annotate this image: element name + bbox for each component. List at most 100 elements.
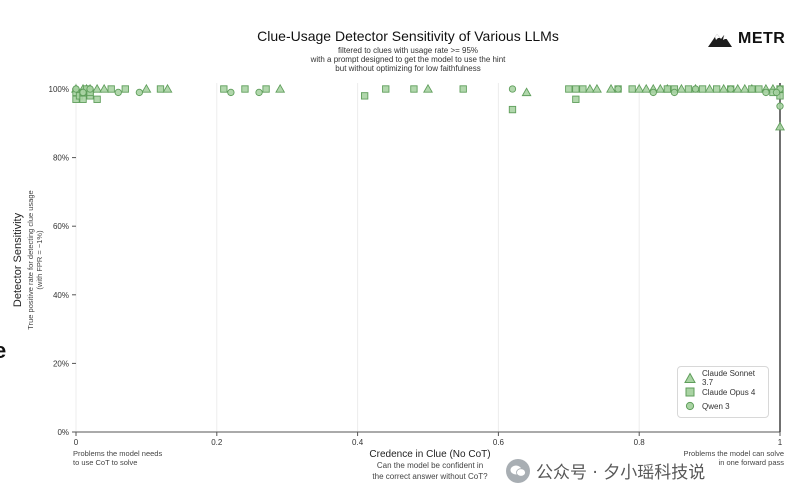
triangle-point (718, 83, 729, 93)
x-tick-label: 1 (778, 438, 783, 447)
y-axis-sublabel-line-2: (with FPR = ~1%) (35, 230, 44, 290)
x-axis-sublabel-line-1: Can the model be confident in (377, 461, 483, 470)
data-markers (71, 83, 785, 131)
square-point (748, 85, 756, 93)
triangle-point (162, 83, 173, 93)
circle-point (614, 85, 622, 93)
y-tick-label: 0% (57, 428, 69, 437)
triangle-point (591, 83, 602, 93)
legend-item-sonnet: Claude Sonnet 3.7 (684, 369, 762, 387)
left-edge-cut-text: e (0, 338, 7, 363)
chart-subtitle-line-2: with a prompt designed to get the model … (310, 55, 507, 64)
triangle-point (141, 83, 152, 93)
square-point (712, 85, 721, 93)
square-point (459, 85, 467, 93)
square-point (684, 85, 693, 93)
triangle-marker-icon (684, 372, 696, 383)
chart-subtitle-line-1: filtered to clues with usage rate >= 95% (338, 46, 478, 55)
triangle-point (521, 87, 532, 97)
watermark-text: 公众号 · 夕小瑶科技说 (536, 463, 706, 483)
y-tick-label: 60% (53, 222, 69, 231)
square-point (156, 85, 165, 93)
y-tick-label: 20% (53, 359, 69, 368)
legend-item-opus: Claude Opus 4 (684, 385, 762, 399)
triangle-point (732, 83, 743, 93)
square-point (508, 105, 517, 114)
circle-point (776, 102, 784, 110)
square-point (572, 85, 580, 93)
legend-label-qwen: Qwen 3 (702, 401, 730, 411)
square-point (410, 85, 418, 93)
circle-point (135, 88, 144, 97)
x-annotation-left-line-2: to use CoT to solve (73, 458, 137, 467)
x-tick-label: 0.2 (211, 438, 223, 447)
square-point (572, 95, 580, 103)
mountain-logo-icon (708, 34, 732, 47)
triangle-point (92, 83, 103, 93)
circle-point (114, 88, 122, 97)
y-tick-label: 40% (53, 291, 69, 300)
square-point (663, 85, 672, 93)
triangle-point (655, 83, 666, 93)
y-axis-label: Detector Sensitivity (12, 212, 24, 307)
circle-marker-icon (685, 401, 695, 411)
x-axis-sublabel-line-2: the correct answer without CoT? (372, 472, 488, 481)
square-point (93, 95, 101, 103)
metr-logo: METR (707, 30, 785, 48)
x-annotation-right-line-1: Problems the model can solve (684, 449, 784, 458)
circle-point (227, 88, 235, 97)
square-point (79, 95, 87, 103)
circle-point (772, 88, 781, 97)
square-marker-icon (685, 387, 695, 397)
square-point (698, 85, 707, 93)
chart-subtitle-line-3: but without optimizing for low faithfuln… (335, 64, 480, 73)
circle-point (86, 85, 94, 93)
circle-point (255, 88, 263, 97)
circle-point (691, 85, 700, 93)
square-point (241, 85, 249, 93)
circle-point (72, 85, 80, 93)
x-tick-label: 0 (74, 438, 79, 447)
axes: 0 0.2 0.4 0.6 0.8 1 0% 20% 40% 60% 80% 100% (49, 83, 783, 447)
legend: Claude Sonnet 3.7 Claude Opus 4 Qwen 3 (677, 366, 769, 418)
square-point (579, 85, 587, 93)
x-annotation-left-line-1: Problems the model needs (73, 449, 162, 458)
legend-item-qwen: Qwen 3 (684, 399, 762, 413)
triangle-point (423, 83, 433, 93)
circle-point (508, 85, 517, 93)
x-annotation-right-line-2: in one forward pass (719, 458, 785, 467)
logo-text: METR (738, 30, 786, 47)
square-point (220, 85, 228, 93)
square-point (565, 85, 573, 93)
triangle-point (275, 83, 286, 93)
circle-point (670, 88, 679, 97)
chart-title: Clue-Usage Detector Sensitivity of Vario… (257, 28, 559, 44)
square-point (107, 85, 115, 93)
triangle-point (606, 83, 617, 93)
watermark: 公众号 · 夕小瑶科技说 (506, 458, 705, 483)
square-point (121, 85, 129, 93)
circle-point (649, 88, 657, 97)
triangle-point (676, 83, 687, 93)
gridlines (75, 83, 781, 432)
triangle-point (704, 83, 715, 93)
x-axis-label: Credence in Clue (No CoT) (369, 449, 490, 460)
square-point (262, 85, 270, 93)
circle-point (762, 88, 770, 97)
x-tick-label: 0.8 (634, 438, 646, 447)
legend-label-sonnet: Claude Sonnet 3.7 (702, 369, 755, 387)
triangle-point (775, 121, 785, 131)
triangle-point (584, 83, 595, 93)
square-point (628, 85, 636, 93)
legend-label-opus: Claude Opus 4 (702, 387, 756, 397)
y-tick-label: 80% (53, 154, 69, 163)
triangle-point (634, 83, 645, 93)
square-point (755, 85, 763, 93)
wechat-icon (506, 458, 530, 483)
x-tick-label: 0.4 (352, 438, 364, 447)
y-tick-label: 100% (49, 85, 69, 94)
triangle-point (641, 83, 652, 93)
circle-point (79, 88, 87, 97)
circle-point (727, 85, 735, 93)
